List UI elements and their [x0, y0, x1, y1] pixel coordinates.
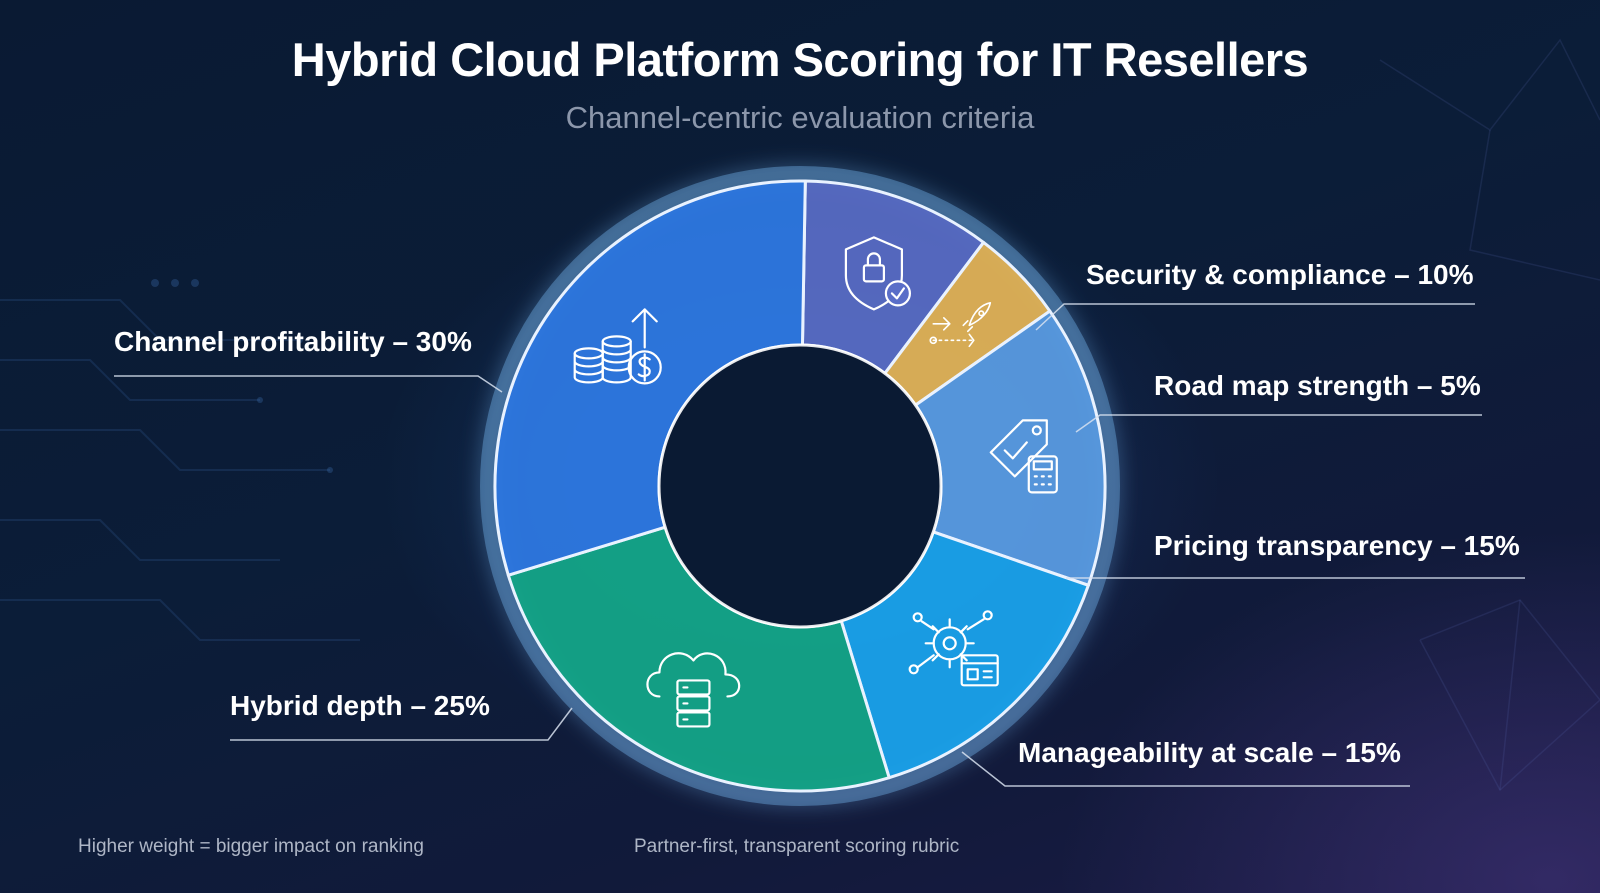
roadmap-rocket-icon: [929, 301, 992, 348]
leader-line-manageability-at-scale: [961, 751, 1410, 787]
shield-lock-icon: [844, 236, 912, 311]
gear-network-icon: [908, 610, 999, 687]
slice-label-road-map-strength: Road map strength – 5%: [1154, 370, 1481, 401]
footer-weight-note: Higher weight = bigger impact on ranking: [78, 836, 424, 857]
coins-growth-icon: [573, 308, 662, 385]
leader-line-channel-profitability: [114, 375, 503, 393]
slice-label-pricing-transparency: Pricing transparency – 15%: [1154, 530, 1520, 561]
cloud-server-icon: [646, 652, 741, 728]
leader-line-hybrid-depth: [230, 707, 573, 741]
slice-label-hybrid-depth: Hybrid depth – 25%: [230, 690, 490, 721]
slice-label-manageability-at-scale: Manageability at scale – 15%: [1018, 737, 1401, 768]
leader-line-road-map-strength: [1075, 414, 1482, 433]
donut-hole: [657, 343, 943, 629]
slice-label-security-and-compliance: Security & compliance – 10%: [1086, 259, 1474, 290]
leader-line-security-and-compliance: [1035, 303, 1475, 331]
page-subtitle: Channel-centric evaluation criteria: [565, 100, 1035, 135]
page-title: Hybrid Cloud Platform Scoring for IT Res…: [291, 33, 1309, 86]
price-tag-calculator-icon: [989, 419, 1058, 494]
footer-rubric-note: Partner-first, transparent scoring rubri…: [634, 836, 960, 857]
donut-glow-ring: [480, 166, 1120, 806]
slice-label-channel-profitability: Channel profitability – 30%: [114, 326, 472, 357]
